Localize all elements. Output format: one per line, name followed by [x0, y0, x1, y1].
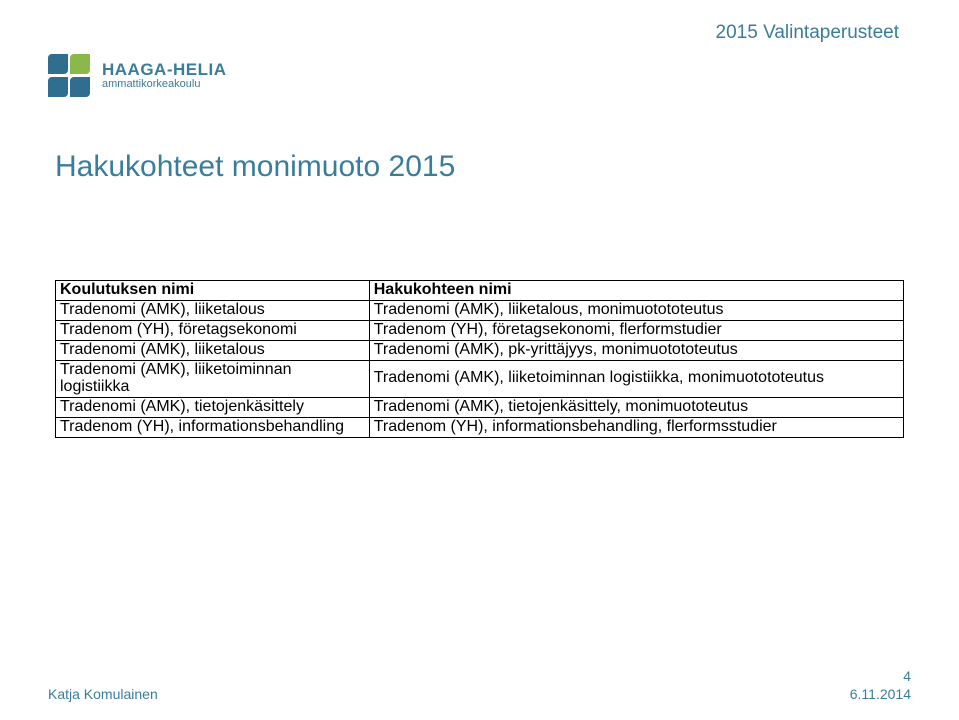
data-table: Koulutuksen nimi Hakukohteen nimi Traden… — [55, 280, 904, 438]
table-header-row: Koulutuksen nimi Hakukohteen nimi — [56, 281, 904, 301]
header-label: 2015 Valintaperusteet — [716, 22, 899, 44]
table-cell: Tradenomi (AMK), liiketoiminnan logistii… — [369, 361, 903, 398]
logo-seg-3 — [48, 77, 68, 97]
table-container: Koulutuksen nimi Hakukohteen nimi Traden… — [55, 280, 904, 438]
table-row: Tradenom (YH), informationsbehandlingTra… — [56, 417, 904, 437]
table-cell: Tradenomi (AMK), tietojenkäsittely, moni… — [369, 397, 903, 417]
table-cell: Tradenom (YH), informationsbehandling — [56, 417, 370, 437]
table-cell: Tradenomi (AMK), liiketoiminnan logistii… — [56, 361, 370, 398]
logo-text: HAAGA-HELIA ammattikorkeakoulu — [102, 61, 227, 90]
logo-seg-1 — [48, 54, 68, 74]
logo-mark — [48, 54, 92, 98]
table-cell: Tradenom (YH), informationsbehandling, f… — [369, 417, 903, 437]
footer-date: 6.11.2014 — [850, 686, 911, 702]
table-cell: Tradenomi (AMK), pk-yrittäjyys, monimuot… — [369, 341, 903, 361]
slide-page: 2015 Valintaperusteet HAAGA-HELIA ammatt… — [0, 0, 959, 720]
logo-seg-4 — [70, 77, 90, 97]
table-cell: Tradenom (YH), företagsekonomi, flerform… — [369, 321, 903, 341]
table-row: Tradenomi (AMK), tietojenkäsittelyTraden… — [56, 397, 904, 417]
header-label-text: 2015 Valintaperusteet — [716, 22, 899, 43]
slide-title: Hakukohteet monimuoto 2015 — [55, 150, 455, 184]
table-header-cell: Hakukohteen nimi — [369, 281, 903, 301]
table-cell: Tradenomi (AMK), tietojenkäsittely — [56, 397, 370, 417]
table-cell: Tradenomi (AMK), liiketalous — [56, 301, 370, 321]
table-row: Tradenom (YH), företagsekonomiTradenom (… — [56, 321, 904, 341]
table-row: Tradenomi (AMK), liiketalousTradenomi (A… — [56, 301, 904, 321]
table-row: Tradenomi (AMK), liiketoiminnan logistii… — [56, 361, 904, 398]
logo-sub: ammattikorkeakoulu — [102, 79, 227, 91]
table-cell: Tradenomi (AMK), liiketalous, monimuotot… — [369, 301, 903, 321]
footer-author: Katja Komulainen — [48, 686, 158, 702]
footer-page: 4 — [850, 668, 911, 684]
footer-right: 4 6.11.2014 — [850, 668, 911, 702]
logo: HAAGA-HELIA ammattikorkeakoulu — [48, 54, 227, 98]
table-cell: Tradenom (YH), företagsekonomi — [56, 321, 370, 341]
slide-title-text: Hakukohteet monimuoto 2015 — [55, 150, 455, 183]
logo-seg-2 — [70, 54, 90, 74]
table-row: Tradenomi (AMK), liiketalousTradenomi (A… — [56, 341, 904, 361]
table-header-cell: Koulutuksen nimi — [56, 281, 370, 301]
table-cell: Tradenomi (AMK), liiketalous — [56, 341, 370, 361]
table-body: Tradenomi (AMK), liiketalousTradenomi (A… — [56, 301, 904, 438]
logo-brand: HAAGA-HELIA — [102, 61, 227, 79]
footer-author-text: Katja Komulainen — [48, 686, 158, 702]
